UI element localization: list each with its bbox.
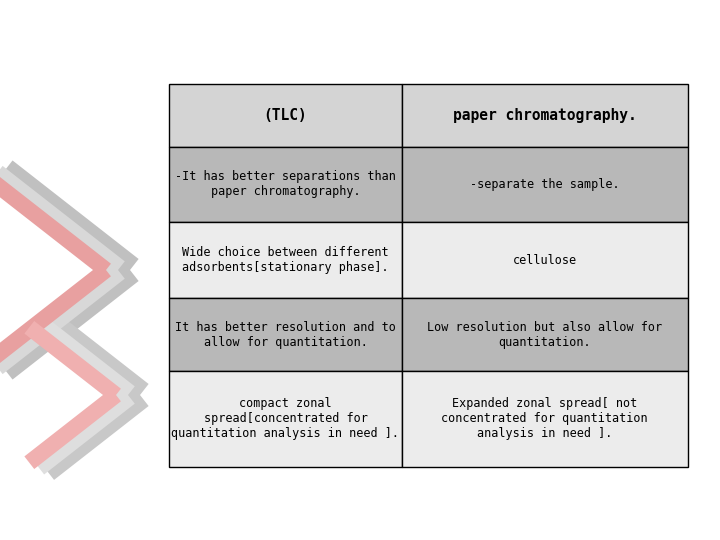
Bar <box>169 370 402 467</box>
Text: compact zonal
spread[concentrated for
quantitation analysis in need ].: compact zonal spread[concentrated for qu… <box>171 397 400 441</box>
Text: paper chromatography.: paper chromatography. <box>453 108 636 123</box>
Text: Expanded zonal spread[ not
concentrated for quantitation
analysis in need ].: Expanded zonal spread[ not concentrated … <box>441 397 648 441</box>
Polygon shape <box>31 315 135 404</box>
Polygon shape <box>0 264 111 369</box>
Bar <box>402 299 688 370</box>
Text: -It has better separations than
paper chromatography.: -It has better separations than paper ch… <box>175 171 396 199</box>
Polygon shape <box>0 261 125 374</box>
Polygon shape <box>24 389 121 469</box>
Bar <box>169 84 402 147</box>
Text: Low resolution but also allow for
quantitation.: Low resolution but also allow for quanti… <box>427 321 662 348</box>
Bar <box>402 147 688 222</box>
Polygon shape <box>0 166 125 279</box>
Polygon shape <box>31 386 135 475</box>
Bar <box>169 147 402 222</box>
Text: Wide choice between different
adsorbents[stationary phase].: Wide choice between different adsorbents… <box>182 246 389 274</box>
Polygon shape <box>24 321 121 401</box>
Text: -separate the sample.: -separate the sample. <box>470 178 619 191</box>
Polygon shape <box>37 310 148 406</box>
Text: It has better resolution and to
allow for quantitation.: It has better resolution and to allow fo… <box>175 321 396 348</box>
Bar <box>402 84 688 147</box>
Bar <box>169 222 402 299</box>
Polygon shape <box>0 171 111 276</box>
Polygon shape <box>0 160 139 281</box>
Bar <box>402 222 688 299</box>
Text: cellulose: cellulose <box>513 254 577 267</box>
Bar <box>169 299 402 370</box>
Bar <box>402 370 688 467</box>
Polygon shape <box>37 384 148 480</box>
Text: (TLC): (TLC) <box>264 108 307 123</box>
Polygon shape <box>0 259 139 380</box>
